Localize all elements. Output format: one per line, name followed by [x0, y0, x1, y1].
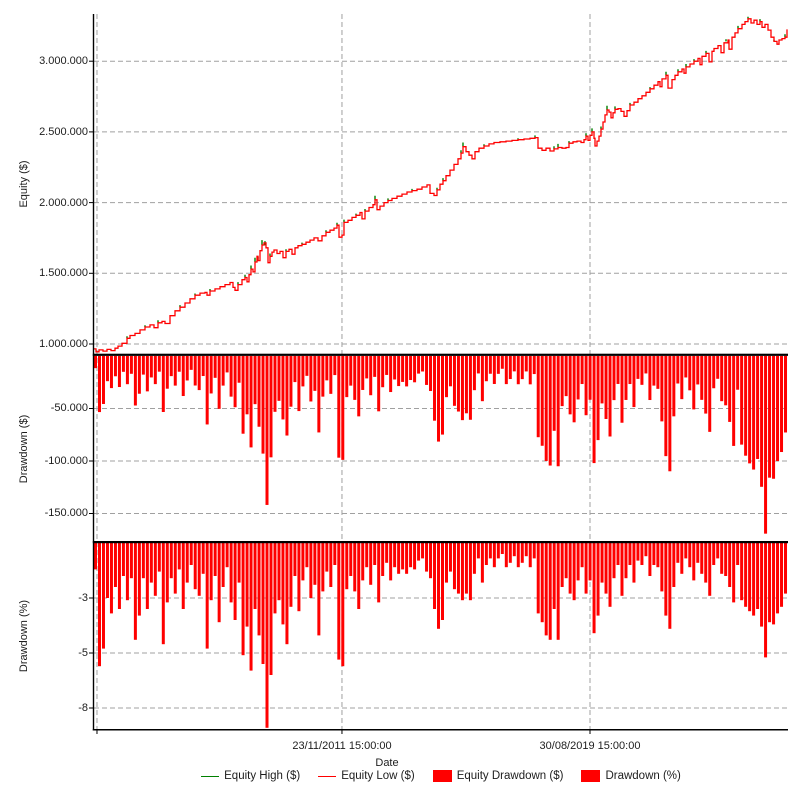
- equity-high-line-swatch: [201, 775, 220, 777]
- equity-axis-title: Equity ($): [18, 160, 30, 208]
- legend-item-equity-low: Equity Low ($): [318, 769, 415, 783]
- drawdown-dollar-ytick: -150.000: [44, 507, 88, 519]
- chart-legend: Equity High ($) Equity Low ($) Equity Dr…: [94, 769, 788, 783]
- drawdown-dollar-ytick: -100.000: [44, 455, 88, 467]
- drawdown-pct-axis-title: Drawdown (%): [18, 599, 30, 673]
- equity-ytick: 1.000.000: [39, 338, 88, 350]
- drawdown-pct-ytick: -8: [78, 702, 88, 714]
- equity-low-line-swatch: [318, 775, 337, 777]
- x-tick-date-2: 30/08/2019 15:00:00: [539, 740, 641, 752]
- equity-ytick: 3.000.000: [39, 55, 88, 67]
- drawdown-dollar-ytick: -50.000: [50, 402, 88, 414]
- equity-drawdown-box-swatch: [432, 770, 452, 782]
- legend-label: Drawdown (%): [605, 770, 681, 782]
- equity-ytick: 1.500.000: [39, 267, 88, 279]
- x-tick-date-1: 23/11/2011 15:00:00: [292, 740, 392, 752]
- drawdown-pct-ytick: -3: [78, 592, 88, 604]
- legend-label: Equity Low ($): [341, 770, 415, 782]
- legend-item-drawdown-pct: Drawdown (%): [581, 769, 681, 783]
- equity-ytick: 2.000.000: [39, 197, 88, 209]
- x-axis-title: Date: [375, 757, 399, 769]
- legend-label: Equity High ($): [224, 770, 301, 782]
- legend-item-equity-drawdown: Equity Drawdown ($): [432, 769, 564, 783]
- legend-item-equity-high: Equity High ($): [201, 769, 300, 783]
- drawdown-dollar-axis-title: Drawdown ($): [18, 414, 30, 484]
- drawdown-pct-box-swatch: [581, 770, 601, 782]
- equity-ytick: 2.500.000: [39, 126, 88, 138]
- legend-label: Equity Drawdown ($): [456, 770, 564, 782]
- drawdown-pct-ytick: -5: [78, 647, 88, 659]
